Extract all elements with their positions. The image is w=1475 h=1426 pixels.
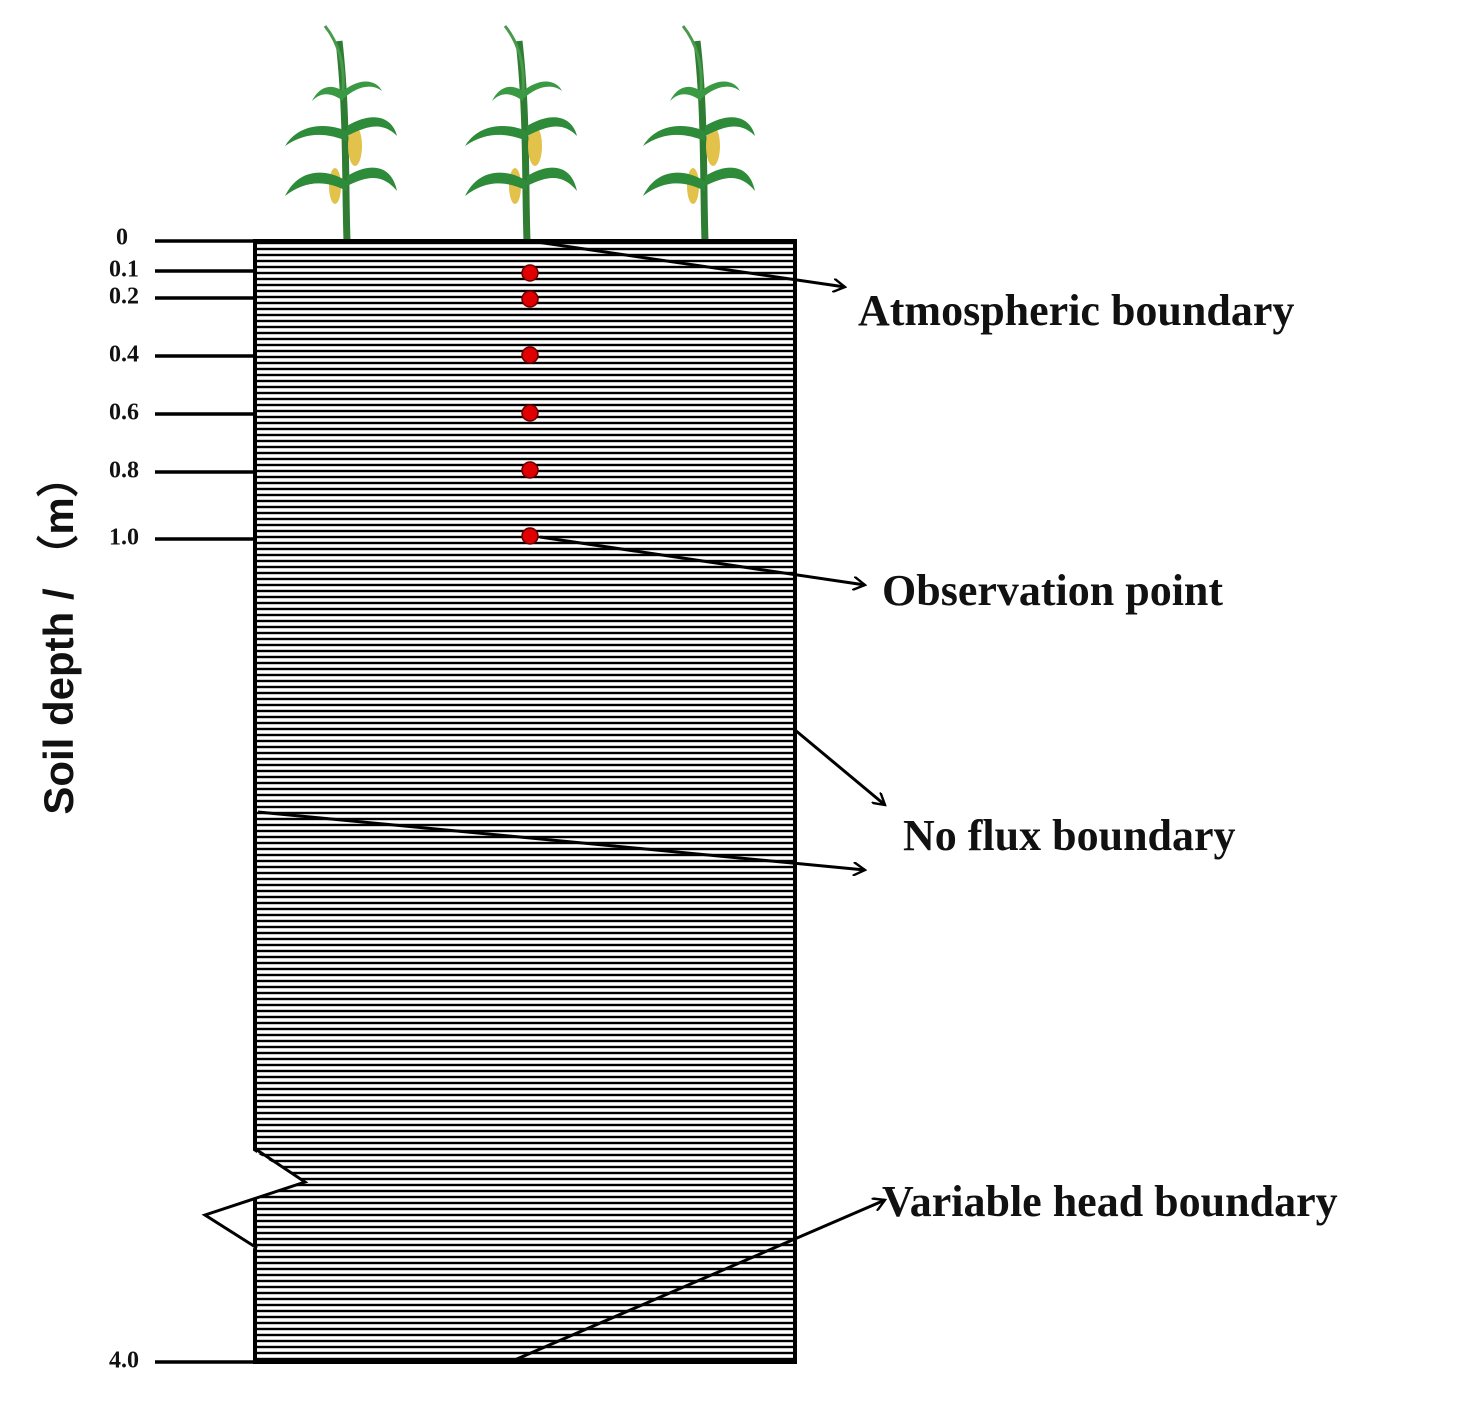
axis-title: Soil depth / （m） xyxy=(35,455,82,814)
annotation: No flux boundary xyxy=(903,811,1236,860)
arrows xyxy=(257,239,885,1364)
annotation: Observation point xyxy=(882,566,1223,615)
depth-label: 0.6 xyxy=(109,400,139,426)
depth-label: 0.2 xyxy=(109,284,139,310)
annotation: Atmospheric boundary xyxy=(858,286,1294,335)
annotation: Variable head boundary xyxy=(882,1177,1338,1226)
depth-label: 1.0 xyxy=(109,525,139,551)
depth-label: 0 xyxy=(116,225,128,251)
depth-label: 0.4 xyxy=(109,342,139,368)
depth-label: 0.1 xyxy=(109,257,139,283)
depth-label: 4.0 xyxy=(109,1348,139,1374)
plants xyxy=(285,26,755,241)
depth-label: 0.8 xyxy=(109,458,139,484)
observation-points xyxy=(521,264,539,545)
break-symbol xyxy=(201,1148,309,1250)
soil-column xyxy=(253,239,797,1364)
